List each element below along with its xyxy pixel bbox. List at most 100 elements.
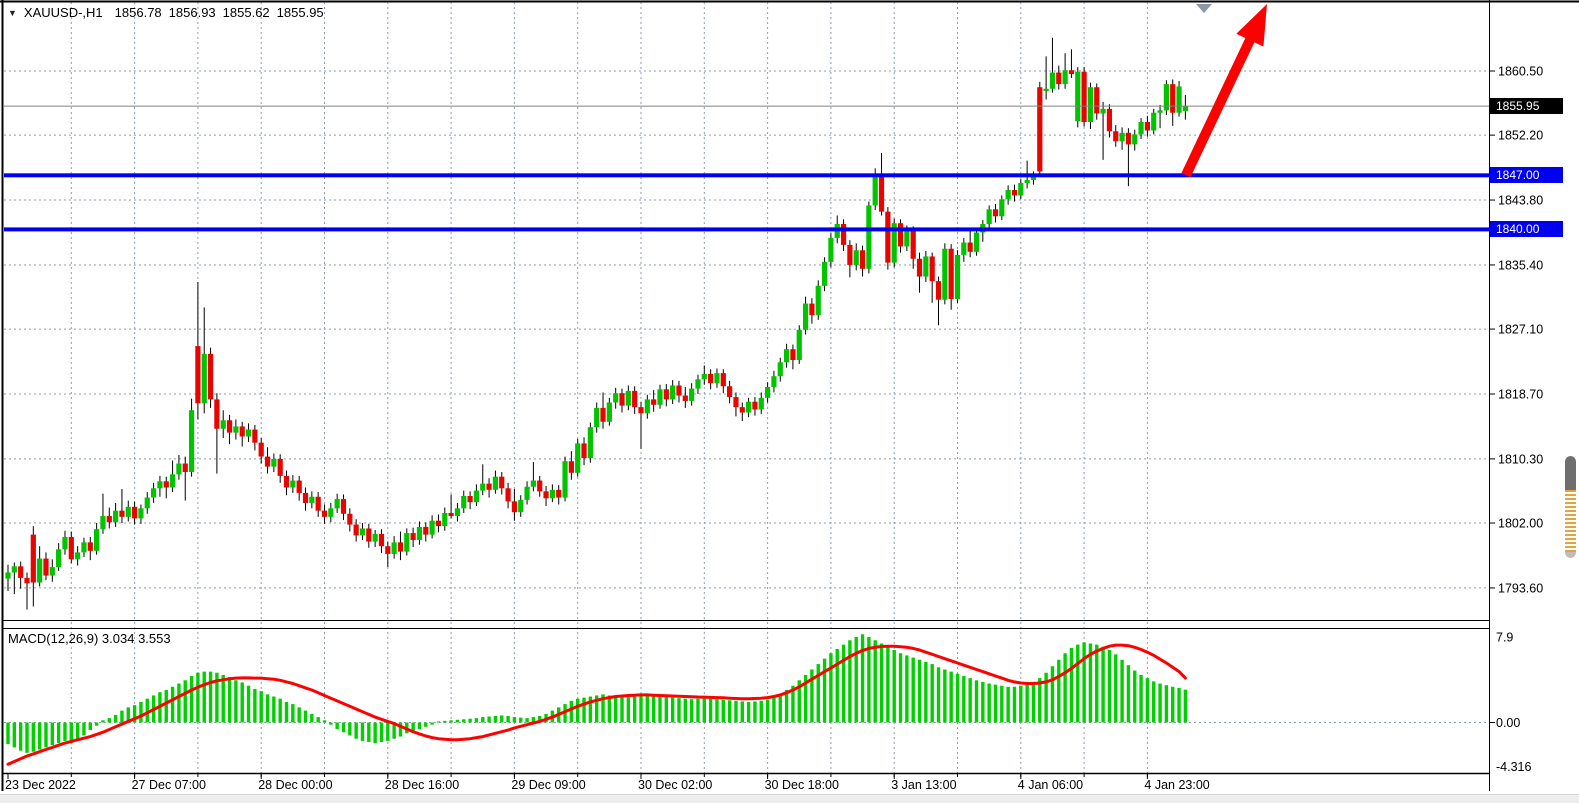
bull-candle bbox=[5, 572, 11, 579]
support-line-1847[interactable] bbox=[4, 173, 1489, 178]
macd-bar bbox=[531, 717, 536, 723]
bull-candle bbox=[802, 303, 809, 330]
support-line-1840[interactable] bbox=[4, 227, 1489, 232]
macd-bar bbox=[360, 722, 365, 741]
bull-candle bbox=[271, 458, 277, 467]
macd-bar bbox=[962, 675, 966, 723]
bull-candle bbox=[815, 285, 821, 316]
bear-candle bbox=[315, 496, 321, 511]
macd-bar bbox=[417, 722, 422, 729]
bull-candle bbox=[334, 499, 340, 509]
macd-bar bbox=[778, 694, 782, 723]
bear-candle bbox=[43, 558, 49, 576]
time-tick-label: 29 Dec 09:00 bbox=[511, 778, 585, 792]
bull-candle bbox=[1163, 84, 1169, 111]
macd-bar bbox=[1126, 665, 1131, 723]
bear-candle bbox=[935, 281, 942, 300]
bull-candle bbox=[1119, 132, 1125, 142]
macd-bar bbox=[82, 722, 86, 736]
macd-bar bbox=[905, 655, 909, 723]
price-tick-label: 1827.10 bbox=[1498, 323, 1543, 337]
macd-bar bbox=[132, 705, 137, 723]
macd-bar bbox=[25, 722, 29, 753]
bull-candle bbox=[359, 528, 366, 536]
macd-bar bbox=[443, 720, 447, 723]
macd-bar bbox=[582, 697, 586, 723]
macd-bar bbox=[1012, 686, 1017, 723]
chart-shift-marker[interactable] bbox=[1196, 4, 1212, 13]
macd-bar bbox=[993, 684, 998, 723]
macd-bar bbox=[1164, 685, 1169, 723]
macd-bar bbox=[835, 648, 839, 723]
bull-candle bbox=[872, 176, 878, 206]
page-scrollbar-thumb[interactable] bbox=[1565, 456, 1576, 558]
bull-candle bbox=[309, 496, 315, 503]
bear-candle bbox=[638, 407, 644, 414]
symbol-dropdown-icon[interactable]: ▼ bbox=[8, 8, 17, 18]
macd-bar bbox=[37, 722, 42, 750]
support-line-badge-1840[interactable]: 1840.00 bbox=[1490, 221, 1563, 237]
macd-bar bbox=[512, 717, 517, 723]
time-axis-labels[interactable]: 23 Dec 2022 27 Dec 07:00 28 Dec 00:00 28 De… bbox=[5, 773, 1210, 792]
macd-bar bbox=[1183, 689, 1188, 723]
macd-bar bbox=[234, 680, 238, 723]
macd-bar bbox=[924, 661, 928, 723]
macd-bar bbox=[398, 722, 403, 737]
bear-candle bbox=[619, 393, 625, 406]
bull-candle bbox=[81, 542, 87, 553]
macd-bar bbox=[981, 681, 985, 723]
bear-candle bbox=[214, 399, 220, 429]
macd-bar bbox=[848, 640, 852, 723]
macd-bar bbox=[645, 695, 650, 723]
bear-candle bbox=[353, 524, 359, 536]
macd-bar bbox=[930, 664, 934, 723]
bull-candle bbox=[157, 481, 163, 489]
macd-bar bbox=[753, 701, 757, 723]
bull-candle bbox=[245, 429, 252, 437]
bull-candle bbox=[1018, 183, 1024, 196]
bear-candle bbox=[195, 346, 201, 404]
macd-bar bbox=[126, 707, 130, 723]
bull-candle bbox=[625, 390, 631, 406]
time-tick-label: 28 Dec 00:00 bbox=[258, 778, 332, 792]
bear-candle bbox=[556, 489, 562, 498]
bear-candle bbox=[739, 407, 745, 413]
macd-bar bbox=[56, 722, 61, 744]
bull-candle bbox=[328, 508, 334, 517]
bear-candle bbox=[106, 516, 112, 523]
bear-candle bbox=[321, 510, 328, 517]
macd-bar bbox=[1101, 646, 1105, 723]
macd-bar bbox=[620, 696, 624, 723]
bull-candle bbox=[986, 209, 992, 224]
macd-bar bbox=[917, 659, 922, 723]
bear-candle bbox=[24, 577, 30, 584]
time-tick-label: 4 Jan 23:00 bbox=[1144, 778, 1209, 792]
macd-bar bbox=[797, 680, 801, 723]
bear-candle bbox=[878, 176, 885, 212]
bear-candle bbox=[277, 458, 283, 476]
bull-candle bbox=[644, 399, 650, 414]
macd-bar bbox=[968, 678, 972, 723]
macd-bar bbox=[791, 685, 795, 723]
bear-candle bbox=[840, 223, 847, 245]
macd-bar bbox=[1082, 642, 1086, 723]
bull-candle bbox=[999, 199, 1005, 217]
macd-bar bbox=[708, 698, 713, 723]
macd-bar bbox=[1069, 647, 1074, 723]
trend-arrow[interactable] bbox=[1181, 4, 1267, 178]
bull-candle bbox=[1075, 71, 1081, 122]
macd-bar bbox=[740, 701, 744, 723]
support-line-badge-1847[interactable]: 1847.00 bbox=[1490, 167, 1563, 183]
bull-candle bbox=[1049, 72, 1056, 89]
scrollbar-tip bbox=[1565, 552, 1576, 558]
bear-candle bbox=[163, 481, 169, 488]
bull-candle bbox=[771, 376, 777, 388]
macd-bar bbox=[765, 699, 770, 723]
bull-candle bbox=[530, 480, 536, 487]
bull-candle bbox=[480, 483, 486, 491]
ohlc-close-value: 1855.95 bbox=[276, 5, 324, 20]
macd-bar bbox=[120, 710, 124, 723]
bear-candle bbox=[929, 256, 935, 282]
